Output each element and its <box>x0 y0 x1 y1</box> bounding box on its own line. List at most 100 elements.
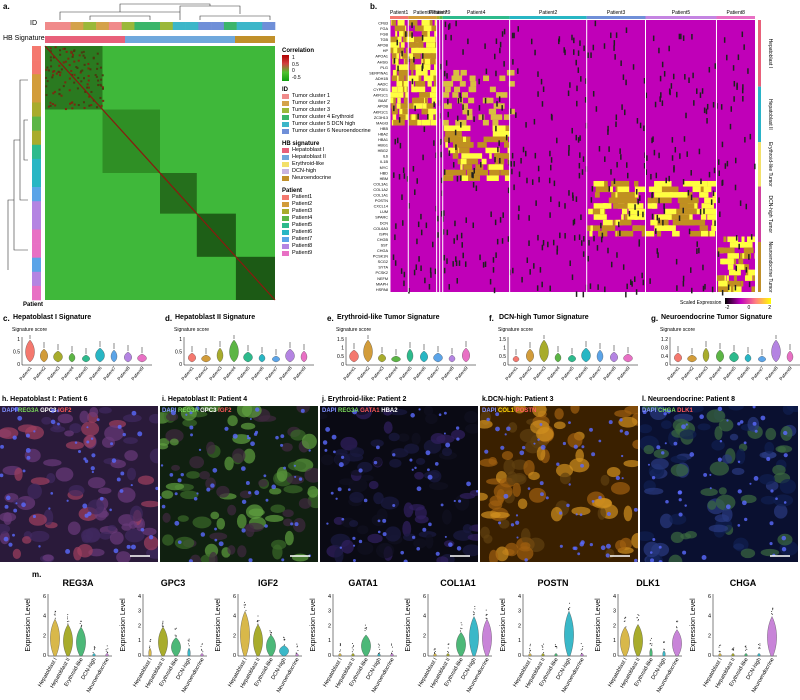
expression-cell <box>404 64 409 70</box>
violin <box>745 354 751 362</box>
expression-cell <box>417 114 419 120</box>
nucleus <box>726 419 728 421</box>
cell <box>436 435 454 444</box>
expression-cell <box>665 178 667 184</box>
expression-cell <box>457 278 459 284</box>
cell <box>237 545 246 557</box>
id-bar-segment <box>262 22 275 30</box>
group-label: Patient1 <box>390 10 409 16</box>
expression-cell <box>401 103 407 109</box>
hb-legend-label: Erythroid-like <box>292 161 324 168</box>
matrix-cell <box>50 47 52 49</box>
cell <box>772 465 785 475</box>
y-tick: 1 <box>328 638 331 644</box>
nucleus <box>301 409 305 413</box>
outlier-point <box>624 621 625 622</box>
patient-bar-segment <box>32 187 41 201</box>
expression-cell <box>460 81 466 87</box>
id-bar-segment <box>83 22 96 30</box>
x-tick: Patient4 <box>60 365 75 381</box>
expression-cell <box>613 45 615 51</box>
expression-cell <box>590 283 592 289</box>
expression-cell <box>704 284 706 290</box>
micrograph-image: DAPI REG3A GATA1 HBA2 <box>320 406 478 562</box>
expression-cell <box>449 284 451 290</box>
outlier-point <box>67 618 68 619</box>
expression-violin <box>434 653 437 656</box>
expression-cell <box>511 169 513 175</box>
outlier-point <box>761 353 762 354</box>
cell <box>385 526 401 541</box>
matrix-cell <box>96 106 98 108</box>
outlier-point <box>747 347 748 348</box>
x-tick: Patient5 <box>398 365 413 381</box>
nucleus <box>196 492 198 494</box>
nucleus <box>679 513 683 517</box>
y-tick: 1 <box>179 337 182 343</box>
micrograph-texture <box>640 406 798 562</box>
outlier-point <box>599 343 600 344</box>
outlier-point <box>340 644 341 645</box>
cell <box>193 516 212 528</box>
nucleus <box>580 464 584 468</box>
expression-cell <box>707 214 716 220</box>
expression-cell <box>655 228 657 234</box>
cell <box>205 477 216 490</box>
matrix-cell <box>84 64 86 66</box>
patient-legend-label: Patient7 <box>292 236 312 243</box>
expression-cell <box>491 114 497 120</box>
outlier-point <box>582 646 583 647</box>
signature-label: Neuroendocrine Tumor <box>767 241 773 292</box>
expression-cell <box>422 53 424 59</box>
expression-violin <box>279 645 288 656</box>
expression-cell <box>494 54 496 60</box>
outlier-point <box>437 346 438 347</box>
patient-bar-segment <box>32 74 41 88</box>
outlier-point <box>542 647 543 648</box>
outlier-point <box>391 644 392 645</box>
patient-swatch <box>282 209 289 214</box>
gene-label: PCSK2 <box>376 271 388 275</box>
expression-cell <box>600 223 602 229</box>
expression-cell <box>420 214 422 220</box>
patient-legend-label: Patient6 <box>292 229 312 236</box>
expression-cell <box>538 177 540 183</box>
outlier-point <box>705 343 706 344</box>
expression-cell <box>506 135 508 141</box>
expression-cell <box>649 278 651 284</box>
expression-violin <box>482 619 491 656</box>
expression-cell <box>698 248 700 254</box>
cell <box>285 531 294 546</box>
expression-cell <box>604 156 606 162</box>
outlier-point <box>569 607 570 608</box>
group-bar <box>437 16 440 19</box>
nucleus <box>21 502 26 507</box>
patient-bar-segment <box>32 272 41 286</box>
outlier-point <box>219 343 220 344</box>
expression-cell <box>489 170 499 176</box>
nucleus <box>498 521 501 524</box>
nucleus <box>601 545 606 550</box>
outlier-point <box>162 625 163 626</box>
expression-cell <box>564 233 566 239</box>
expression-cell <box>583 292 585 298</box>
expression-cell <box>496 38 498 44</box>
hb-bar-segment <box>235 36 275 43</box>
expression-violin <box>201 653 204 656</box>
gene-label: MYC <box>380 166 389 170</box>
expression-cell <box>652 192 654 198</box>
y-tick: 0 <box>423 653 426 659</box>
expression-cell <box>399 31 403 37</box>
matrix-cell <box>54 104 56 106</box>
cell <box>161 490 173 499</box>
nucleus <box>515 521 519 525</box>
gene-label: SERPINA1 <box>369 71 388 75</box>
outlier-point <box>771 611 772 612</box>
group-bar <box>587 16 646 19</box>
nucleus <box>91 437 93 439</box>
micrograph-image: DAPI COL1 POSTN <box>480 406 638 562</box>
nucleus <box>112 458 117 463</box>
x-tick: Patient6 <box>412 365 427 381</box>
violin <box>111 350 117 362</box>
